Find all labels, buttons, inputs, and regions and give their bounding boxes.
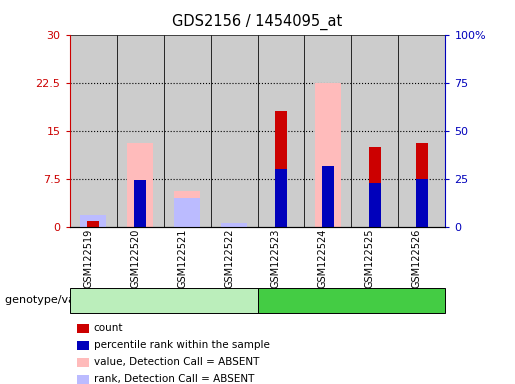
Bar xyxy=(211,35,258,227)
Text: GSM122521: GSM122521 xyxy=(177,228,187,288)
Bar xyxy=(221,225,247,227)
Text: value, Detection Call = ABSENT: value, Detection Call = ABSENT xyxy=(94,357,259,367)
Text: rank, Detection Call = ABSENT: rank, Detection Call = ABSENT xyxy=(94,374,254,384)
Text: GDS2156 / 1454095_at: GDS2156 / 1454095_at xyxy=(173,13,342,30)
Bar xyxy=(322,166,334,227)
Text: wild type: wild type xyxy=(136,294,191,307)
Bar xyxy=(399,35,445,227)
Bar xyxy=(87,222,99,227)
Text: genotype/variation  ▶: genotype/variation ▶ xyxy=(5,295,127,306)
Bar xyxy=(127,143,153,227)
Text: GSM122520: GSM122520 xyxy=(130,228,140,288)
Text: GSM122519: GSM122519 xyxy=(83,228,93,288)
Bar xyxy=(116,35,164,227)
Text: BRG1 depleted: BRG1 depleted xyxy=(307,294,396,307)
Text: GSM122525: GSM122525 xyxy=(365,228,375,288)
Text: GSM122526: GSM122526 xyxy=(412,228,422,288)
Bar xyxy=(174,191,200,227)
Bar xyxy=(352,35,399,227)
Bar xyxy=(416,143,428,227)
Bar xyxy=(221,223,247,227)
Text: GSM122522: GSM122522 xyxy=(224,228,234,288)
Text: percentile rank within the sample: percentile rank within the sample xyxy=(94,340,270,350)
Text: GSM122523: GSM122523 xyxy=(271,228,281,288)
Bar xyxy=(258,35,304,227)
Bar xyxy=(416,179,428,227)
Bar xyxy=(369,147,381,227)
Bar xyxy=(304,35,352,227)
Bar xyxy=(315,83,341,227)
Bar xyxy=(369,183,381,227)
Text: GSM122524: GSM122524 xyxy=(318,228,328,288)
Bar xyxy=(80,215,106,227)
Bar xyxy=(70,35,116,227)
Bar xyxy=(275,169,287,227)
Bar xyxy=(275,111,287,227)
Bar xyxy=(164,35,211,227)
Bar xyxy=(134,180,146,227)
Text: count: count xyxy=(94,323,123,333)
Bar xyxy=(174,198,200,227)
